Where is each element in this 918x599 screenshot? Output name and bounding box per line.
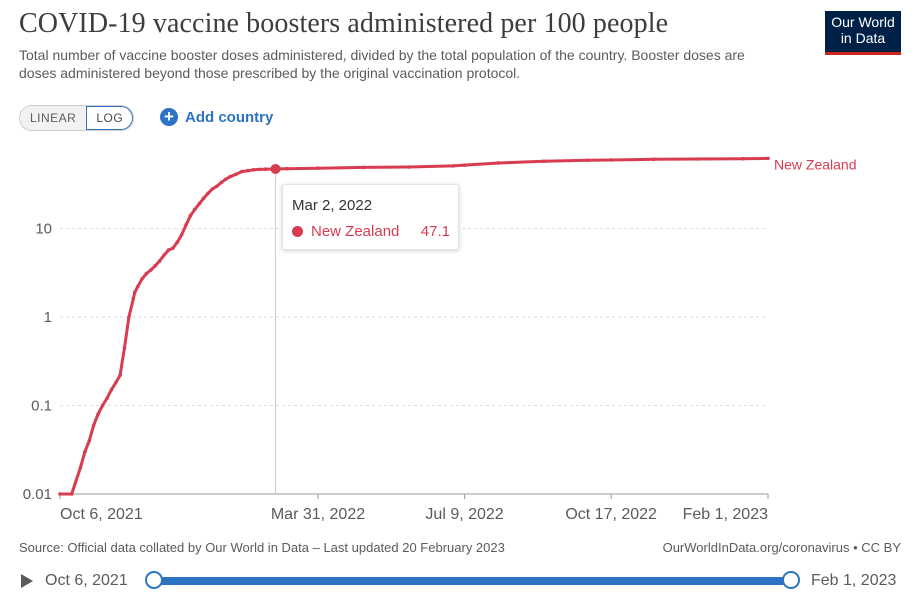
data-point [285,166,290,171]
data-point [69,492,74,496]
data-point [766,156,770,161]
data-point [83,449,87,454]
data-point [109,388,114,392]
data-point [215,184,219,189]
data-point [201,196,206,200]
data-point [462,163,467,167]
data-point [171,246,175,250]
data-point [179,232,184,237]
data-point [162,253,166,257]
logo-line-2: in Data [840,30,886,46]
data-point [135,284,140,289]
data-point [105,396,109,401]
data-point [251,168,256,172]
source-note[interactable]: Source: Official data collated by Our Wo… [19,540,505,555]
data-point [361,165,366,170]
highlight-marker [270,163,281,174]
data-point [96,412,100,416]
data-point [451,164,455,168]
data-point [223,177,228,182]
data-point [228,174,232,179]
data-point [132,290,137,295]
data-point [585,158,590,163]
y-tick-label: 0.1 [31,398,52,415]
line-chart: 0.01 0.1 1 10 Oct 6, 2021 Mar 31, 2022 Jul 9, … [23,156,857,523]
data-point [541,159,546,164]
logo-accent-bar [825,52,901,55]
timeline-start-handle[interactable] [145,571,163,589]
data-point [153,263,158,268]
data-point [257,167,262,172]
logo-line-1: Our World [831,14,895,30]
data-point [100,403,105,408]
data-point [184,223,188,227]
y-tick-label: 1 [44,309,52,326]
data-point [219,180,224,185]
timeline-slider[interactable]: Oct 6, 2021 Feb 1, 2023 [0,566,918,596]
chart-title: COVID-19 vaccine boosters administered p… [19,8,669,39]
data-point [87,438,92,443]
data-point [245,168,250,173]
data-point [188,213,193,218]
data-point [609,158,613,162]
data-point [651,157,656,162]
data-point [496,161,501,165]
tooltip-entity: New Zealand [311,223,400,240]
data-point [695,157,700,161]
timeline-end-label: Feb 1, 2023 [811,572,897,589]
data-point [118,373,122,377]
data-point [122,345,127,350]
tooltip-value: 47.1 [420,223,450,240]
data-point [210,187,215,191]
add-country-label: Add country [185,108,274,126]
scale-log-option[interactable]: LOG [86,106,134,130]
data-point [316,166,320,171]
data-point [263,167,268,171]
data-point [131,297,136,301]
data-point [193,207,197,212]
data-point [144,271,149,276]
data-point [78,465,83,470]
data-point [157,259,162,263]
series-color-dot-icon [292,226,303,237]
data-point [234,172,238,177]
data-point [197,202,202,206]
plus-circle-icon: + [160,108,178,126]
data-point [91,423,96,427]
x-tick-label: Jul 9, 2022 [425,506,503,523]
data-point [140,277,144,281]
x-tick-label: Mar 31, 2022 [271,506,365,523]
x-tick-label: Oct 17, 2022 [565,506,657,523]
data-point [741,156,745,161]
scale-linear-option[interactable]: LINEAR [20,106,87,130]
timeline-end-handle[interactable] [782,571,800,589]
y-tick-label: 0.01 [23,486,52,503]
license-note[interactable]: OurWorldInData.org/coronavirus • CC BY [662,540,901,555]
timeline-track[interactable] [154,577,791,585]
data-point [239,169,244,174]
data-point [58,492,62,496]
data-point [149,268,153,272]
play-icon[interactable] [21,574,33,588]
data-point [175,240,180,245]
chart-subtitle: Total number of vaccine booster doses ad… [19,47,745,81]
scale-toggle[interactable]: LINEAR LOG [19,105,135,131]
x-tick-label: Oct 6, 2021 [60,506,143,523]
owid-logo[interactable]: Our World in Data [825,11,901,55]
data-point [166,248,171,252]
y-tick-label: 10 [35,221,52,238]
hover-tooltip: Mar 2, 2022 New Zealand 47.1 [282,184,459,250]
data-point [407,165,411,169]
data-point [127,315,131,319]
data-point [113,381,118,385]
add-country-button[interactable]: + Add country [160,106,273,128]
series-end-label: New Zealand [774,156,857,172]
x-tick-label: Feb 1, 2023 [683,506,769,523]
tooltip-date: Mar 2, 2022 [292,197,373,214]
data-point [206,191,210,196]
timeline-start-label: Oct 6, 2021 [45,572,128,589]
